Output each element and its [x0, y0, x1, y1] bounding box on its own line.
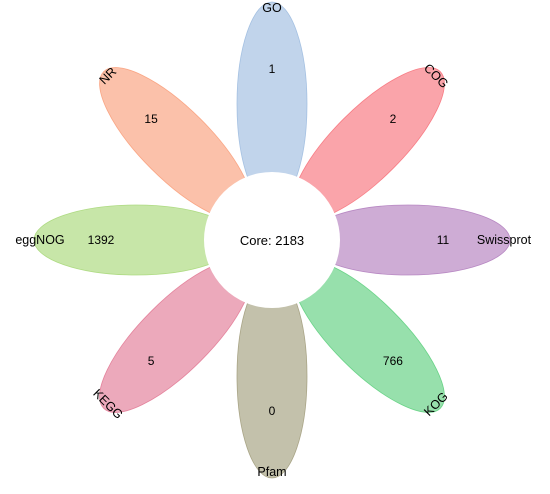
count-cog: 2	[390, 112, 397, 126]
core-circle	[204, 172, 340, 308]
label-swissprot: Swissprot	[477, 233, 532, 247]
label-eggnog: eggNOG	[15, 233, 64, 247]
count-pfam: 0	[269, 404, 276, 418]
count-layer: 1 2 11 766 0 5 1392 15	[88, 62, 450, 418]
label-go: GO	[262, 1, 282, 15]
count-nr: 15	[144, 112, 158, 126]
count-swissprot: 11	[437, 233, 450, 247]
label-pfam: Pfam	[257, 465, 286, 479]
count-kog: 766	[383, 354, 403, 368]
petal-layer	[33, 1, 511, 479]
count-go: 1	[269, 62, 276, 76]
core-label: Core: 2183	[240, 233, 304, 248]
count-kegg: 5	[148, 354, 155, 368]
count-eggnog: 1392	[88, 233, 115, 247]
